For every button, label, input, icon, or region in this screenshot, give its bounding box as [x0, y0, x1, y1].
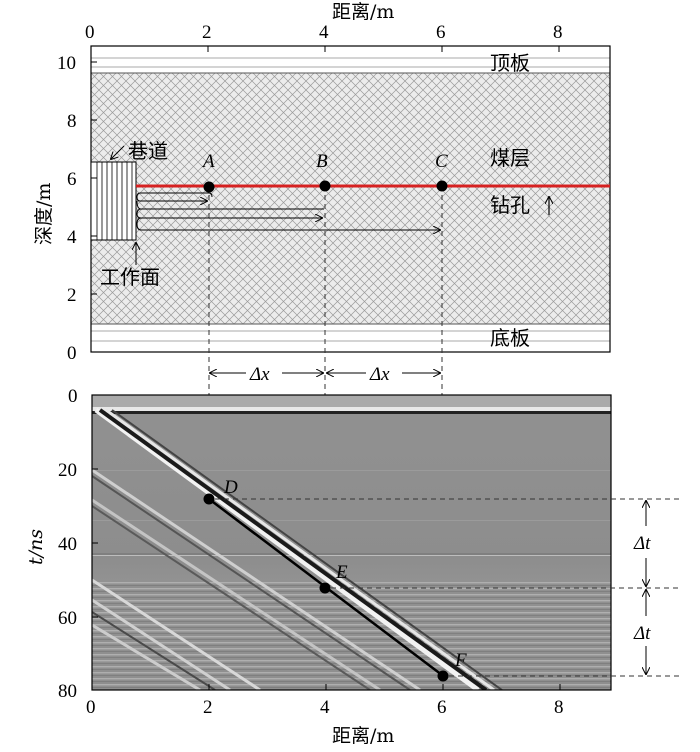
top-x-tick-0: 0 [85, 22, 95, 43]
roadway-label: 巷道 [128, 139, 168, 163]
svg-text:F: F [454, 650, 467, 671]
bottom-y-ticks [92, 394, 98, 691]
point-d: D [203, 477, 238, 505]
top-x-tick-4: 4 [319, 22, 329, 43]
delta-x-label-2: Δx [369, 364, 390, 385]
top-y-tick-4: 4 [67, 227, 77, 248]
bottom-x-tick-0: 0 [86, 697, 96, 718]
antenna-path [136, 192, 440, 230]
floor-layer [91, 324, 610, 352]
borehole-label: 钻孔 [490, 193, 530, 217]
top-x-tick-8: 8 [553, 22, 563, 43]
bottom-y-axis-label: t/ns [25, 529, 47, 565]
top-y-tick-6: 6 [67, 169, 77, 190]
coal-label: 煤层 [490, 146, 530, 170]
point-f: F [437, 650, 467, 682]
svg-text:B: B [316, 151, 328, 172]
top-y-tick-0: 0 [67, 343, 77, 364]
bottom-x-ticks [91, 684, 561, 690]
svg-text:E: E [335, 562, 348, 583]
point-e: E [319, 562, 348, 594]
bottom-x-tick-8: 8 [554, 697, 564, 718]
coal-seam-area [91, 73, 610, 324]
top-y-axis-label: 深度/m [33, 183, 55, 245]
svg-text:A: A [201, 151, 215, 172]
svg-text:C: C [435, 151, 448, 172]
top-y-tick-2: 2 [67, 285, 77, 306]
roof-label: 顶板 [490, 51, 530, 75]
top-x-ticks [90, 46, 560, 52]
roof-layer [91, 46, 610, 73]
radargram [92, 395, 611, 690]
top-y-tick-8: 8 [67, 111, 77, 132]
bottom-x-tick-4: 4 [320, 697, 330, 718]
bottom-y-tick-80: 80 [58, 681, 77, 702]
top-y-tick-10: 10 [57, 53, 76, 74]
bottom-x-axis-label: 距离/m [332, 725, 394, 747]
point-a: A [201, 151, 215, 193]
top-x-tick-2: 2 [202, 22, 212, 43]
bottom-y-tick-40: 40 [58, 534, 77, 555]
point-b: B [316, 151, 331, 192]
delta-t-label-2: Δt [633, 623, 651, 644]
delta-t-label-1: Δt [633, 533, 651, 554]
svg-text:D: D [223, 477, 238, 498]
bottom-x-tick-6: 6 [437, 697, 447, 718]
roadway-arrow-icon [111, 145, 125, 159]
bottom-panel: D E F Δt Δt 0 2 [25, 386, 680, 747]
top-y-ticks [91, 61, 97, 353]
spacing-indicators: Δx Δx [210, 364, 440, 385]
time-guides [215, 498, 680, 677]
point-c: C [435, 151, 448, 192]
bottom-x-tick-2: 2 [203, 697, 213, 718]
bottom-y-tick-20: 20 [58, 460, 77, 481]
top-x-tick-6: 6 [436, 22, 446, 43]
delta-x-label-1: Δx [249, 364, 270, 385]
roadway [90, 161, 137, 241]
top-x-axis-label: 距离/m [332, 1, 394, 23]
floor-label: 底板 [490, 326, 530, 350]
bottom-y-tick-0: 0 [68, 386, 78, 407]
top-panel: A B C 顶板 煤层 底板 钻孔 巷道 工作面 距离/m 深度/m [33, 1, 611, 676]
bottom-y-tick-60: 60 [58, 608, 77, 629]
workface-label: 工作面 [100, 265, 160, 289]
